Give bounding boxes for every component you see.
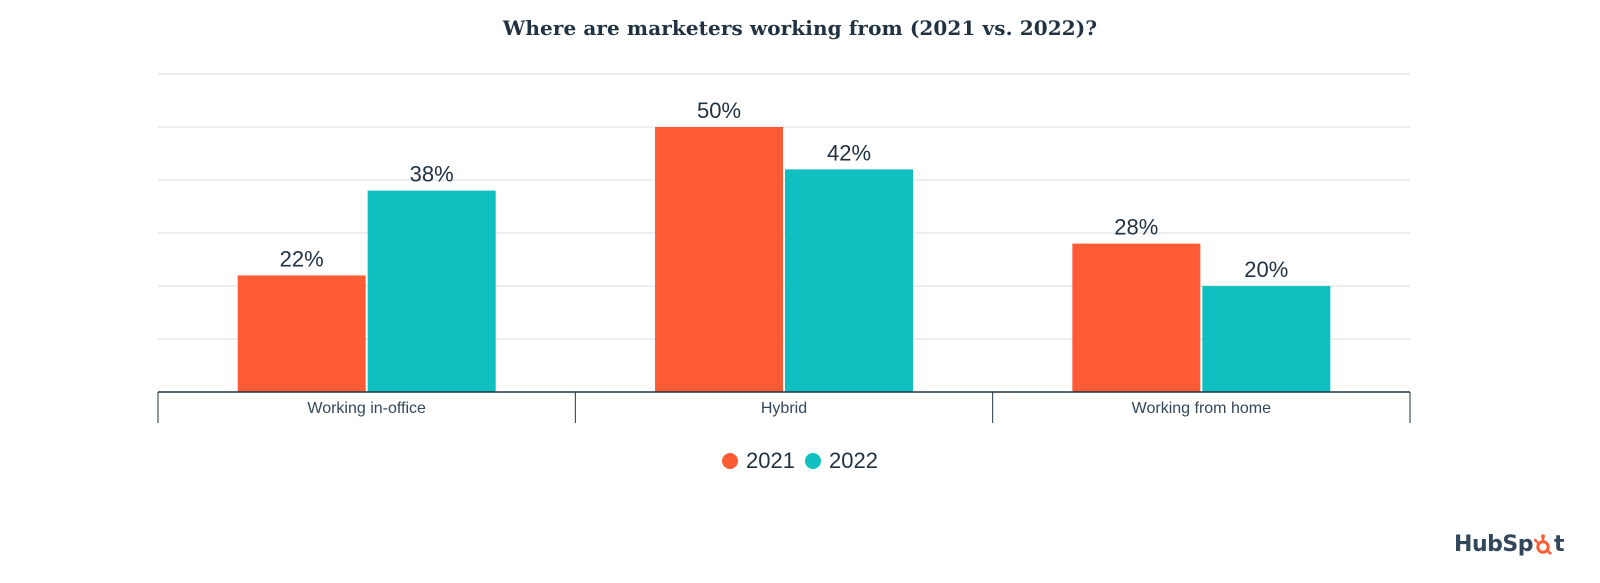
data-label: 28% [1114,215,1158,240]
chart-title: Where are marketers working from (2021 v… [502,16,1098,40]
x-tick-label: Working in-office [307,400,426,417]
data-label: 20% [1244,257,1288,282]
value-labels: 22% 38% 50% 42% 28% 20% [280,98,1289,282]
legend-item-2022: 2022 [805,448,878,474]
legend: 2021 2022 [0,448,1600,474]
bar-2022-3 [1202,286,1331,392]
gridlines [158,73,1410,340]
bars [237,127,1331,392]
bar-2021-2 [655,127,783,392]
bar-2021-1 [237,275,366,392]
x-axis: Working in-office Hybrid Working from home [157,391,1411,423]
bar-2022-2 [785,169,913,392]
data-label: 50% [697,98,741,123]
x-tick-label: Working from home [1132,400,1271,417]
legend-item-2021: 2021 [722,448,795,474]
bar-2022-1 [367,190,496,392]
hubspot-logo: HubSp t [1454,532,1564,557]
data-label: 42% [827,140,871,165]
legend-marker-2022 [805,453,821,469]
legend-label-2022: 2022 [829,448,878,473]
data-label: 38% [410,162,454,187]
bar-2021-3 [1072,243,1201,392]
x-tick-label: Hybrid [761,400,807,417]
legend-marker-2021 [722,453,739,469]
legend-label-2021: 2021 [746,448,795,473]
sprocket-icon [1533,533,1552,555]
data-label: 22% [280,246,324,271]
